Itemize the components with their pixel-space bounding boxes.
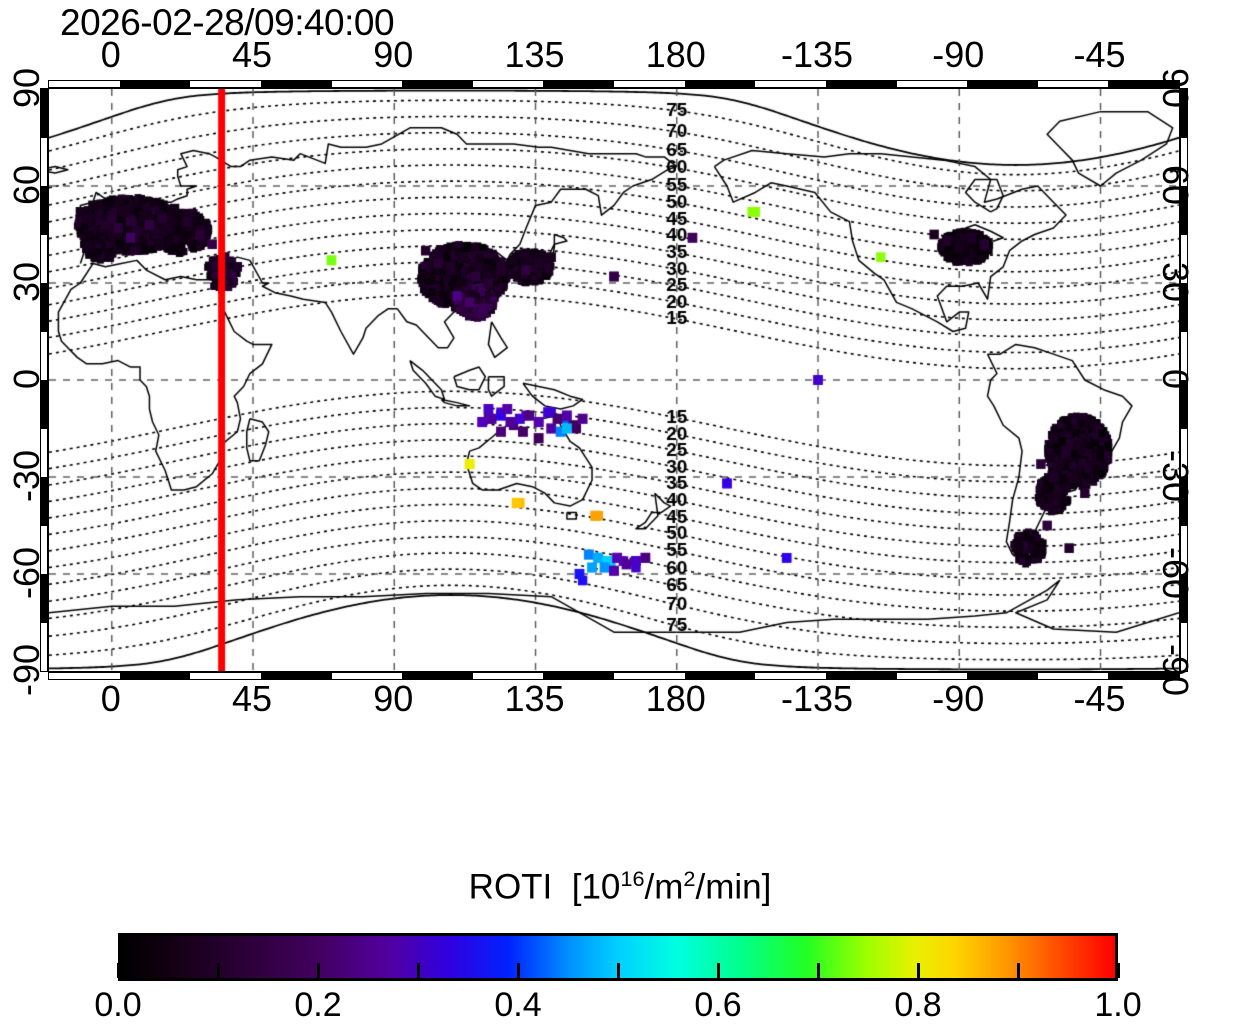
axis-bar-left (40, 88, 48, 672)
axis-tick-label: -90 (932, 678, 985, 719)
axis-bar-top (48, 80, 1180, 88)
colorbar-tick (1117, 963, 1120, 978)
axis-tick-label: -30 (1155, 449, 1196, 503)
colorbar-tick (217, 963, 220, 978)
axis-tick-label: 0 (100, 678, 121, 719)
axis-tick-label: 60 (6, 164, 47, 206)
axis-tick-label: -45 (1073, 678, 1126, 719)
axis-tick-label: 60 (1155, 164, 1196, 206)
axis-tick-label: 45 (231, 678, 273, 719)
axis-tick-label: 90 (373, 678, 414, 719)
axis-tick-label: 30 (6, 261, 47, 303)
colorbar-tick (417, 963, 420, 978)
axis-tick-label: 90 (6, 67, 47, 109)
colorbar-tick (517, 963, 520, 978)
axis-tick-label: 0 (6, 368, 47, 390)
colorbar-tick-label: 0.0 (94, 986, 142, 1024)
colorbar-tick (617, 963, 620, 978)
colorbar-tick-marks (117, 963, 1120, 981)
axis-tick-label: 180 (645, 678, 706, 719)
colorbar-tick (317, 963, 320, 978)
axis-tick-label: 30 (1155, 261, 1196, 303)
axis-tick-label: -135 (780, 34, 854, 75)
colorbar-tick (1017, 963, 1020, 978)
page-title: 2026-02-28/09:40:00 (60, 2, 395, 43)
axis-tick-label: 90 (373, 34, 414, 75)
axis-tick-label: 135 (504, 34, 565, 75)
axis-tick-label: -60 (1155, 546, 1196, 600)
map-plot-area[interactable] (48, 88, 1180, 672)
colorbar-tick-label: 0.8 (894, 986, 942, 1024)
axis-tick-label: -135 (780, 678, 854, 719)
axis-bar-bottom (48, 672, 1180, 680)
colorbar-tick (117, 963, 120, 978)
axis-tick-label: -45 (1073, 34, 1126, 75)
axis-tick-label: 0 (100, 34, 121, 75)
colorbar-units-post: /m (644, 867, 684, 907)
colorbar-tick (917, 963, 920, 978)
axis-bar-right (1180, 88, 1188, 672)
axis-tick-label: -90 (6, 643, 47, 697)
axis-tick-label: -90 (1155, 643, 1196, 697)
axis-tick-label: 135 (504, 678, 565, 719)
colorbar-units-exponent: 16 (620, 866, 645, 891)
colorbar-tick-label: 0.2 (294, 986, 342, 1024)
colorbar-tick-label: 1.0 (1094, 986, 1142, 1024)
colorbar-label-main: ROTI (468, 867, 553, 907)
colorbar-units-exponent-2: 2 (683, 866, 696, 891)
axis-tick-label: -30 (6, 449, 47, 503)
axis-tick-label: 180 (645, 34, 706, 75)
colorbar-units-end: /min] (695, 867, 772, 907)
colorbar-tick (717, 963, 720, 978)
colorbar-tick (817, 963, 820, 978)
axis-tick-label: 45 (231, 34, 273, 75)
colorbar-tick-label: 0.6 (694, 986, 742, 1024)
axis-tick-label: -60 (6, 546, 47, 600)
colorbar-tick-label: 0.4 (494, 986, 542, 1024)
axis-tick-label: 0 (1155, 368, 1196, 390)
colorbar-units-pre: [10 (571, 867, 621, 907)
colorbar-title: ROTI [1016/m2/min] (0, 866, 1240, 908)
axis-tick-label: -90 (932, 34, 985, 75)
axis-tick-label: 90 (1155, 67, 1196, 109)
roti-global-map-canvas[interactable] (49, 89, 1179, 671)
